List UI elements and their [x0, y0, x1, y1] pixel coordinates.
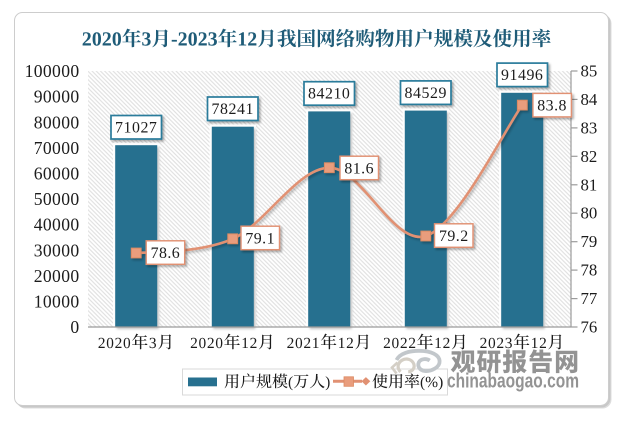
svg-text:78: 78 — [581, 261, 598, 280]
svg-text:84: 84 — [581, 90, 598, 109]
svg-text:80000: 80000 — [34, 112, 80, 132]
svg-text:90000: 90000 — [34, 87, 80, 107]
svg-text:83.8: 83.8 — [537, 98, 567, 115]
svg-text:80: 80 — [581, 204, 598, 223]
svg-text:chinabaogao.com: chinabaogao.com — [447, 370, 579, 393]
svg-text:78.6: 78.6 — [151, 245, 181, 262]
svg-text:20000: 20000 — [34, 266, 80, 286]
svg-text:71027: 71027 — [115, 119, 157, 136]
svg-text:85: 85 — [581, 62, 598, 81]
svg-text:78241: 78241 — [212, 101, 254, 118]
svg-text:83: 83 — [581, 118, 598, 137]
svg-text:82: 82 — [581, 147, 598, 166]
svg-text:79: 79 — [581, 232, 598, 251]
svg-text:77: 77 — [581, 289, 598, 308]
svg-text:10000: 10000 — [34, 292, 80, 312]
svg-text:79.1: 79.1 — [245, 230, 275, 247]
svg-text:30000: 30000 — [34, 240, 80, 260]
svg-text:40000: 40000 — [34, 215, 80, 235]
svg-text:0: 0 — [70, 317, 79, 337]
svg-text:70000: 70000 — [34, 138, 80, 158]
svg-text:50000: 50000 — [34, 189, 80, 209]
svg-text:84529: 84529 — [405, 85, 447, 102]
svg-text:79.2: 79.2 — [439, 228, 469, 245]
svg-text:76: 76 — [581, 318, 598, 337]
svg-text:81.6: 81.6 — [344, 160, 374, 177]
svg-text:100000: 100000 — [25, 61, 80, 81]
svg-text:60000: 60000 — [34, 164, 80, 184]
svg-text:84210: 84210 — [308, 86, 350, 103]
svg-text:81: 81 — [581, 175, 598, 194]
svg-text:91496: 91496 — [501, 67, 543, 84]
